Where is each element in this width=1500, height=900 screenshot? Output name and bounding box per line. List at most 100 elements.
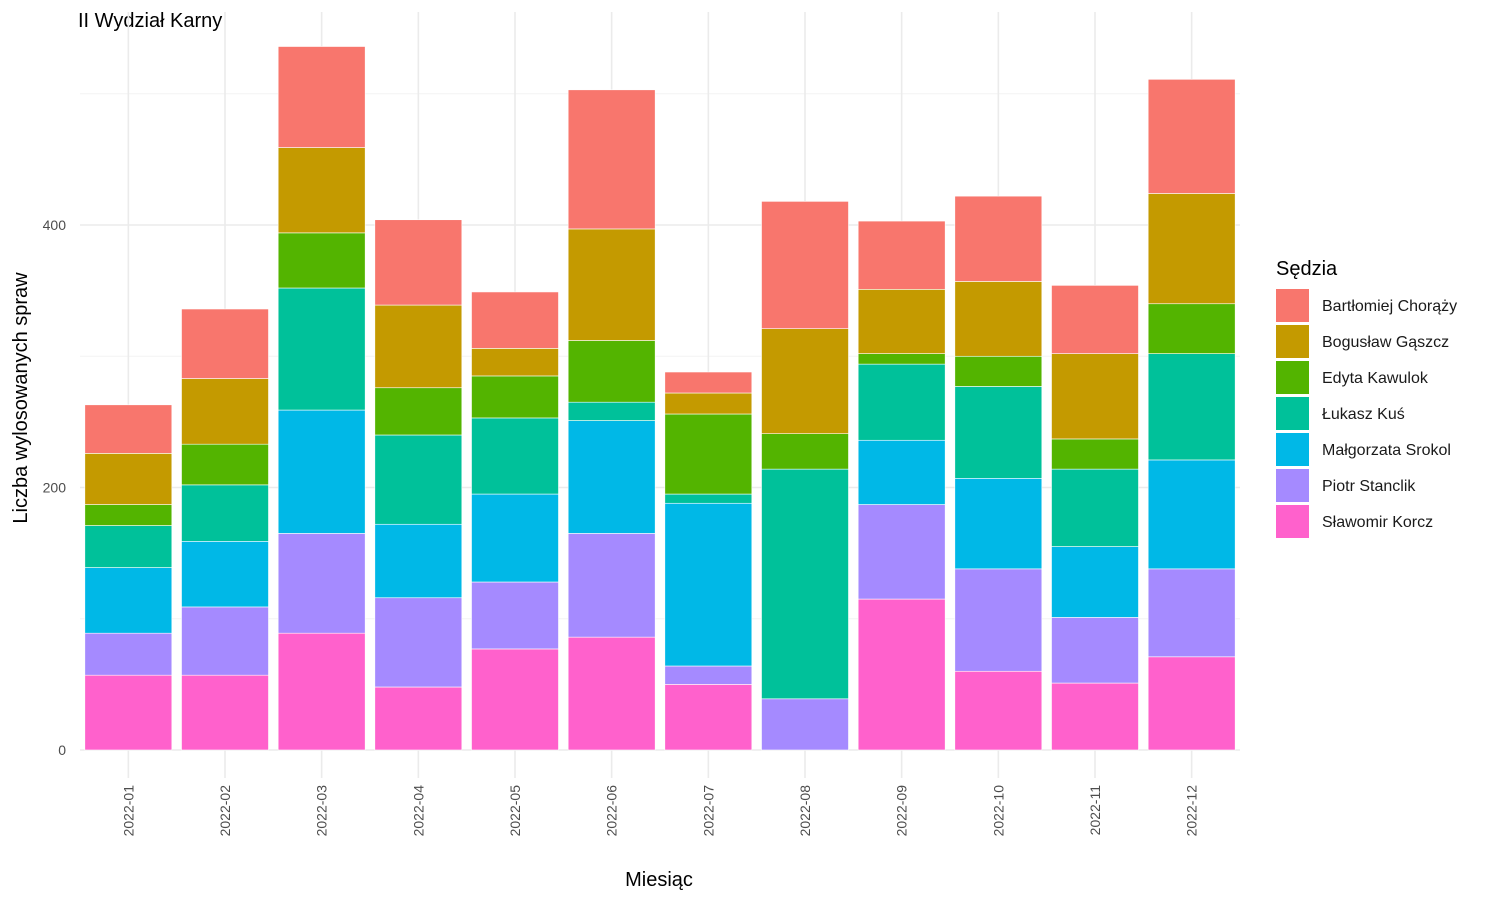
bar-segment	[954, 355, 1043, 387]
bar-segment	[277, 287, 366, 411]
bar-segment	[374, 434, 463, 525]
bar-segment	[857, 504, 946, 600]
legend-swatch	[1276, 433, 1309, 466]
x-axis-ticks: 2022-01 2022-02 2022-03 2022-04 2022-05 2022-…	[120, 785, 1199, 837]
x-tick-label: 2022-12	[1184, 785, 1200, 837]
bar-segment	[1051, 617, 1139, 684]
bar-segment	[567, 636, 656, 751]
legend-swatch	[1276, 505, 1309, 538]
legend-swatch	[1276, 397, 1309, 430]
legend-swatch	[1276, 289, 1309, 322]
legend-label: Bogusław Gąszcz	[1322, 334, 1449, 351]
bar-segment	[567, 228, 656, 341]
bar-segment	[1051, 353, 1139, 440]
x-tick-label: 2022-11	[1087, 785, 1103, 836]
y-axis-title: Liczba wylosowanych spraw	[10, 272, 32, 524]
x-tick-label: 2022-05	[507, 785, 523, 837]
bar-segment	[857, 598, 946, 751]
bar-segment	[567, 420, 656, 534]
legend-label: Sławomir Korcz	[1322, 514, 1433, 531]
x-tick-label: 2022-10	[990, 785, 1006, 837]
bar-segment	[84, 525, 173, 568]
bar-segment	[1051, 682, 1139, 751]
bar-segment	[277, 232, 366, 289]
legend: Sędzia Bartłomiej Chorąży Bogusław Gąszcz…	[1276, 258, 1457, 538]
bar-segment	[181, 308, 269, 379]
x-tick-label: 2022-07	[700, 785, 716, 837]
bar-segment	[471, 375, 559, 419]
bar-segment	[761, 698, 849, 751]
bar-segment	[954, 670, 1043, 751]
legend-label: Małgorzata Srokol	[1322, 442, 1451, 459]
bar-segment	[471, 348, 559, 377]
bar-segment	[664, 665, 753, 685]
bar-segment	[1147, 353, 1236, 461]
legend-label: Bartłomiej Chorąży	[1322, 298, 1457, 315]
bar-segment	[1051, 468, 1139, 547]
bar-segment	[1147, 656, 1236, 751]
bar-segment	[277, 632, 366, 751]
bar-segment	[374, 387, 463, 436]
bar-segment	[1051, 546, 1139, 618]
bar-segment	[954, 386, 1043, 479]
bar-segment	[181, 674, 269, 751]
bar-segment	[857, 220, 946, 290]
bar-segment	[857, 363, 946, 441]
bar-segment	[471, 417, 559, 495]
bar-segment	[664, 392, 753, 415]
x-tick-label: 2022-06	[604, 785, 620, 837]
bar-segment	[277, 409, 366, 534]
x-tick-label: 2022-09	[894, 785, 910, 837]
legend-swatch	[1276, 469, 1309, 502]
bar-segment	[84, 567, 173, 634]
bar-segment	[181, 484, 269, 542]
bar-segment	[664, 502, 753, 667]
bar-segment	[181, 541, 269, 608]
y-tick-label: 400	[43, 217, 67, 233]
x-tick-label: 2022-03	[314, 785, 330, 837]
bar-segment	[471, 493, 559, 583]
bar-segment	[181, 443, 269, 486]
bar-segment	[277, 533, 366, 634]
legend-title: Sędzia	[1276, 258, 1338, 280]
x-tick-label: 2022-04	[410, 785, 426, 837]
y-tick-label: 0	[58, 742, 66, 758]
bar-segment	[471, 648, 559, 751]
bar-segment	[954, 568, 1043, 672]
bar-segment	[761, 468, 849, 700]
legend-label: Edyta Kawulok	[1322, 370, 1429, 387]
bar-segment	[954, 478, 1043, 570]
bar-segment	[664, 371, 753, 394]
bar-segment	[374, 523, 463, 599]
bar-segment	[374, 686, 463, 751]
bar-segment	[84, 632, 173, 676]
x-tick-label: 2022-01	[120, 785, 136, 837]
legend-label: Łukasz Kuś	[1322, 406, 1405, 423]
bar-segment	[857, 439, 946, 505]
bar-segment	[664, 493, 753, 504]
bar-segment	[1051, 438, 1139, 470]
y-axis-ticks: 0 200 400	[43, 217, 67, 758]
y-tick-label: 200	[43, 480, 67, 496]
bar-segment	[84, 674, 173, 751]
bar-segment	[567, 89, 656, 230]
bar-segment	[181, 378, 269, 445]
bar-segment	[954, 195, 1043, 282]
bar-segment	[374, 304, 463, 389]
bar-segment	[84, 504, 173, 526]
bar-segment	[761, 201, 849, 329]
bar-segment	[857, 289, 946, 354]
bar-segment	[567, 533, 656, 638]
bar-segment	[761, 328, 849, 434]
x-axis-title: Miesiąc	[625, 869, 693, 891]
bar-segment	[567, 401, 656, 421]
bar-segment	[1147, 79, 1236, 194]
bar-segment	[567, 340, 656, 403]
bar-segment	[664, 684, 753, 751]
legend-swatch	[1276, 325, 1309, 358]
legend-swatch	[1276, 361, 1309, 394]
bar-segment	[471, 291, 559, 349]
bar-segment	[954, 281, 1043, 357]
bar-segment	[1051, 285, 1139, 354]
chart-title: II Wydział Karny	[78, 10, 222, 32]
